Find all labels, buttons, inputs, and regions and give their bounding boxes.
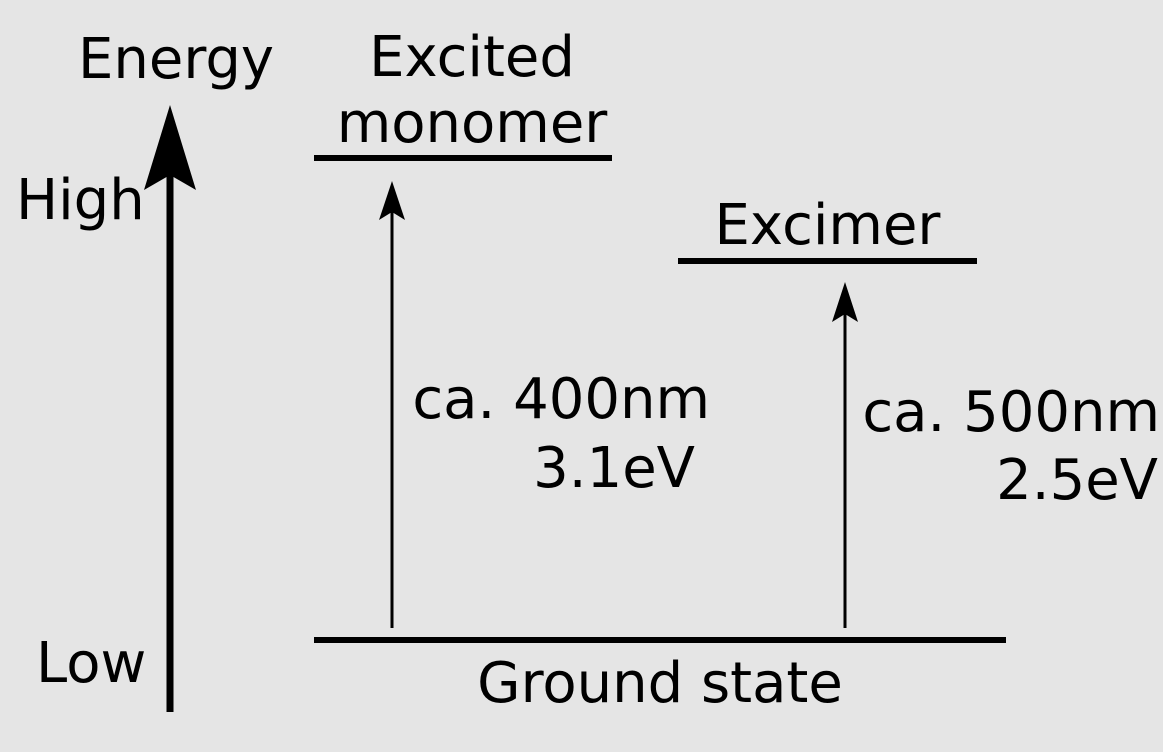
ground-state-label: Ground state: [477, 651, 843, 716]
excimer-energy-label: 2.5eV: [996, 448, 1158, 513]
excimer-wavelength-label: ca. 500nm: [862, 380, 1160, 445]
low-label: Low: [36, 631, 147, 696]
monomer-energy-label: 3.1eV: [533, 436, 695, 501]
monomer-transition-arrowhead: [379, 181, 405, 220]
energy-axis-label: Energy: [78, 27, 275, 92]
monomer-wavelength-label: ca. 400nm: [412, 367, 710, 432]
high-label: High: [16, 168, 145, 233]
excited-monomer-label-line2: monomer: [336, 91, 608, 156]
excimer-label: Excimer: [714, 193, 941, 258]
energy-axis-arrowhead: [144, 105, 196, 190]
excimer-transition-arrowhead: [832, 282, 858, 322]
excited-monomer-label-line1: Excited: [369, 25, 575, 90]
